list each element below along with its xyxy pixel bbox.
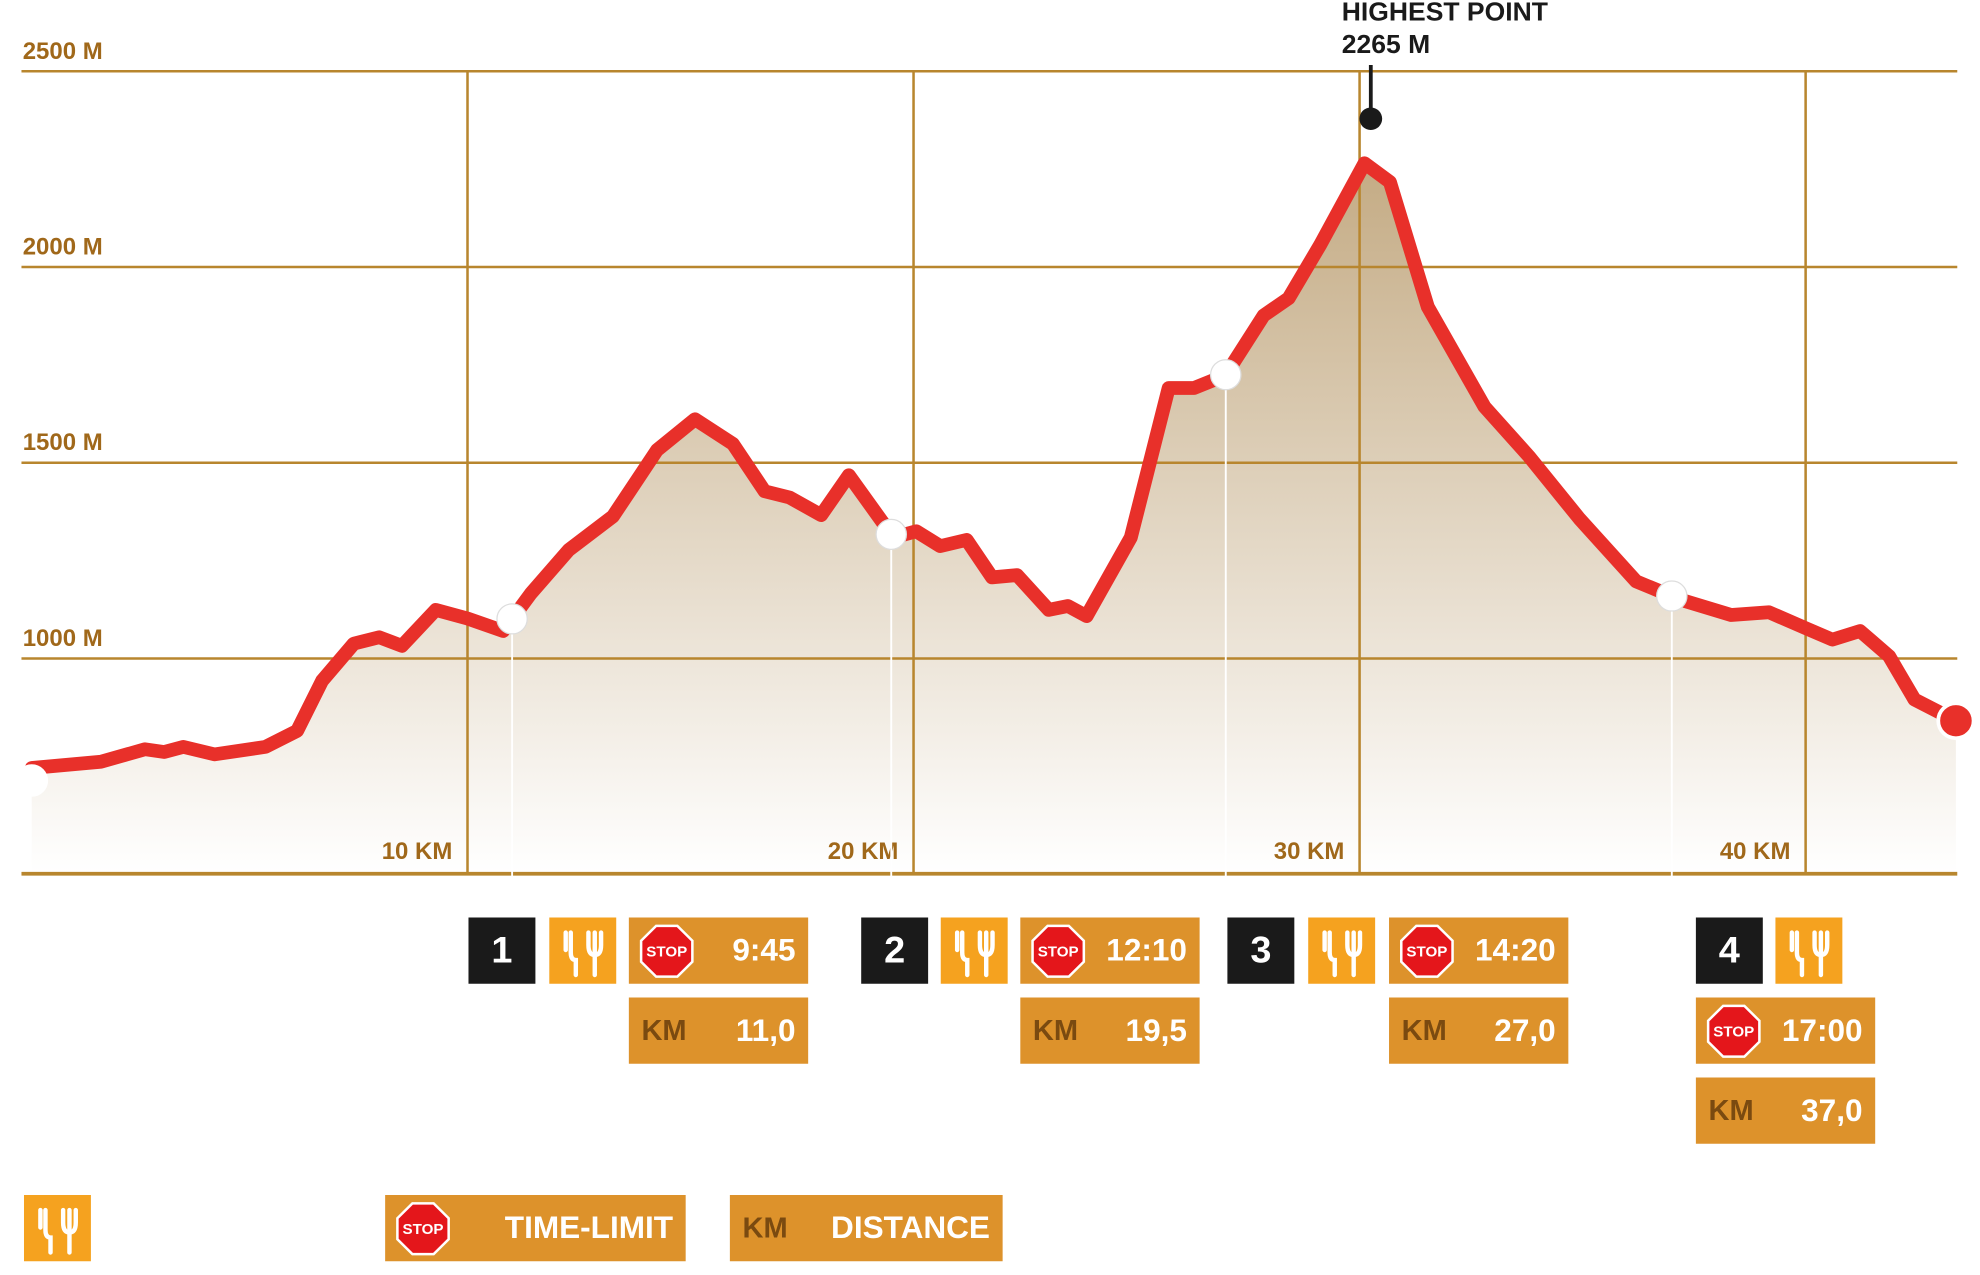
end-point — [1936, 701, 1976, 741]
elevation-line — [24, 156, 1963, 775]
checkpoint-number-box — [861, 917, 929, 984]
checkpoint-number-box — [468, 917, 536, 984]
km-text: KM — [1709, 1095, 1754, 1127]
checkpoint-dot — [1209, 359, 1242, 391]
checkpoint-dot — [1656, 580, 1688, 612]
checkpoint-number: 4 — [1719, 929, 1740, 971]
food-icon — [563, 930, 604, 978]
food-icon-box — [23, 1195, 91, 1262]
stop-sign-text: STOP — [1038, 944, 1079, 961]
checkpoint-number: 2 — [884, 929, 905, 971]
km-text: KM — [1402, 1015, 1447, 1047]
checkpoint-number: 1 — [491, 929, 512, 971]
distance: 19,5 — [1126, 1013, 1187, 1048]
distance: 11,0 — [736, 1013, 796, 1048]
y-tick-label: 1000 M — [23, 625, 103, 652]
checkpoint-number: 3 — [1250, 929, 1271, 971]
time-limit: 17:00 — [1782, 1013, 1863, 1048]
food-icon-box — [1308, 917, 1376, 984]
food-icon — [954, 930, 995, 978]
km-box — [628, 997, 809, 1064]
km-box — [1020, 997, 1200, 1064]
stop-sign — [1031, 924, 1086, 978]
food-icon-box — [1775, 917, 1843, 984]
annotation-title: HIGHEST POINT — [1342, 0, 1548, 27]
x-tick-label: 40 KM — [1720, 838, 1791, 865]
stop-sign-text: STOP — [1713, 1024, 1754, 1041]
annotation-value: 2265 M — [1342, 29, 1430, 59]
km-text: KM — [641, 1015, 686, 1047]
stop-sign — [639, 924, 694, 978]
legend-distance: DISTANCE — [831, 1210, 990, 1245]
distance: 27,0 — [1494, 1013, 1555, 1048]
stop-sign — [1400, 924, 1454, 978]
km-text: KM — [1033, 1015, 1078, 1047]
x-tick-label: 20 KM — [828, 838, 899, 865]
food-icon-box — [940, 917, 1008, 984]
km-box — [1695, 1077, 1876, 1144]
checkpoint-dot — [496, 603, 528, 635]
time-limit: 14:20 — [1475, 933, 1556, 968]
km-box — [1389, 997, 1569, 1064]
km-box — [729, 1195, 1003, 1262]
time-limit: 12:10 — [1106, 933, 1187, 968]
legend-time-limit: TIME-LIMIT — [505, 1210, 673, 1245]
food-icon — [1322, 930, 1363, 978]
y-tick-label: 1500 M — [23, 429, 103, 456]
x-tick-label: 10 KM — [382, 838, 453, 865]
checkpoint-number-box — [1227, 917, 1295, 984]
annotation-dot — [1359, 107, 1383, 130]
area-fill — [31, 163, 1956, 874]
checkpoint-dot — [875, 518, 908, 550]
distance: 37,0 — [1801, 1093, 1862, 1128]
start-point — [15, 764, 49, 797]
y-tick-label: 2500 M — [23, 38, 103, 65]
checkpoint-number-box — [1695, 917, 1763, 984]
food-icon — [1789, 930, 1830, 978]
stop-sign-text: STOP — [1406, 944, 1447, 961]
stop-sign-text: STOP — [403, 1221, 444, 1238]
km-text: KM — [742, 1213, 787, 1245]
y-tick-label: 2000 M — [23, 234, 103, 261]
x-tick-label: 30 KM — [1274, 838, 1345, 865]
stop-sign-text: STOP — [646, 944, 687, 961]
stop-sign — [396, 1202, 450, 1256]
food-icon-box — [549, 917, 617, 984]
stop-sign — [1706, 1004, 1761, 1058]
time-limit: 9:45 — [732, 933, 795, 968]
food-icon — [38, 1207, 78, 1255]
